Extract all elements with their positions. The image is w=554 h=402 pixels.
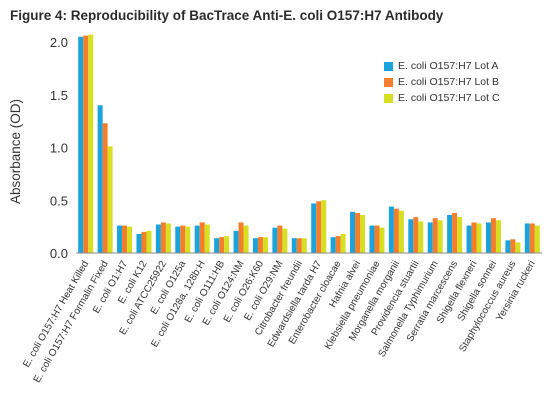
bar [418,221,424,253]
bar [194,225,200,253]
y-tick-label: 1.0 [50,141,68,156]
bar [117,225,123,253]
legend-swatch [384,93,393,103]
bar [374,225,380,253]
bar [180,225,186,253]
bar [175,226,181,254]
legend-item: E. coli O157:H7 Lot B [384,74,500,90]
bar [107,146,113,253]
bar [360,215,366,253]
bar [485,222,491,253]
bar [330,237,336,253]
bar [316,201,322,253]
y-tick-label: 0.5 [50,193,68,208]
bar [413,217,419,253]
bar [155,224,161,253]
bar [224,236,230,253]
bar [233,230,239,253]
bar [447,215,453,253]
bar [141,231,147,253]
bar [185,226,191,254]
bar [340,234,346,253]
bar [97,105,103,253]
y-tick-label: 2.0 [50,35,68,50]
bar [214,238,220,253]
bar [291,238,297,253]
bar [355,212,361,253]
bar [388,206,394,253]
bar [199,222,205,253]
legend-item: E. coli O157:H7 Lot A [384,58,500,74]
bar [490,218,496,253]
bar [379,227,385,253]
bar [204,224,210,253]
bar [146,230,152,253]
legend-label: E. coli O157:H7 Lot C [398,92,500,104]
bar [262,237,268,253]
bar [277,225,283,253]
bar [296,238,302,253]
bar [272,227,278,253]
bar [452,212,458,253]
bar [282,228,288,253]
chart-title: Figure 4: Reproducibility of BacTrace An… [10,8,444,23]
bar [471,222,477,253]
bar [219,237,225,253]
bar [515,242,521,253]
bar [127,226,133,254]
bar [301,238,307,253]
legend: E. coli O157:H7 Lot A E. coli O157:H7 Lot… [384,58,500,106]
bar [136,234,142,253]
bar [160,222,166,253]
legend-swatch [384,61,393,71]
bar [437,220,443,253]
bar [466,225,472,253]
bar [457,217,463,253]
bar [393,208,399,253]
bar [432,218,438,253]
bar [165,223,171,253]
bar [495,220,501,253]
bar [88,34,94,254]
y-axis-title: Absorbance (OD) [8,99,23,204]
bar [78,36,84,254]
bar [335,236,341,253]
legend-label: E. coli O157:H7 Lot B [398,76,499,88]
bar [252,238,258,253]
bar [102,123,108,254]
y-tick-label: 1.5 [50,88,68,103]
bar [427,222,433,253]
bar [83,35,89,253]
bar [350,211,356,253]
bar [505,240,511,253]
bar [122,225,128,253]
bar [238,222,244,253]
bar [524,223,530,253]
legend-label: E. coli O157:H7 Lot A [398,60,499,72]
bar [476,223,482,253]
y-tick-label: 0.0 [50,246,68,261]
bar [408,219,414,253]
bar [534,225,540,253]
bar [398,210,404,253]
bar [369,225,375,253]
legend-swatch [384,77,393,87]
bar [257,237,263,253]
bar [529,223,535,253]
bar [321,200,327,253]
bar [510,239,516,253]
bar [243,225,249,253]
bar [311,203,317,253]
legend-item: E. coli O157:H7 Lot C [384,90,500,106]
